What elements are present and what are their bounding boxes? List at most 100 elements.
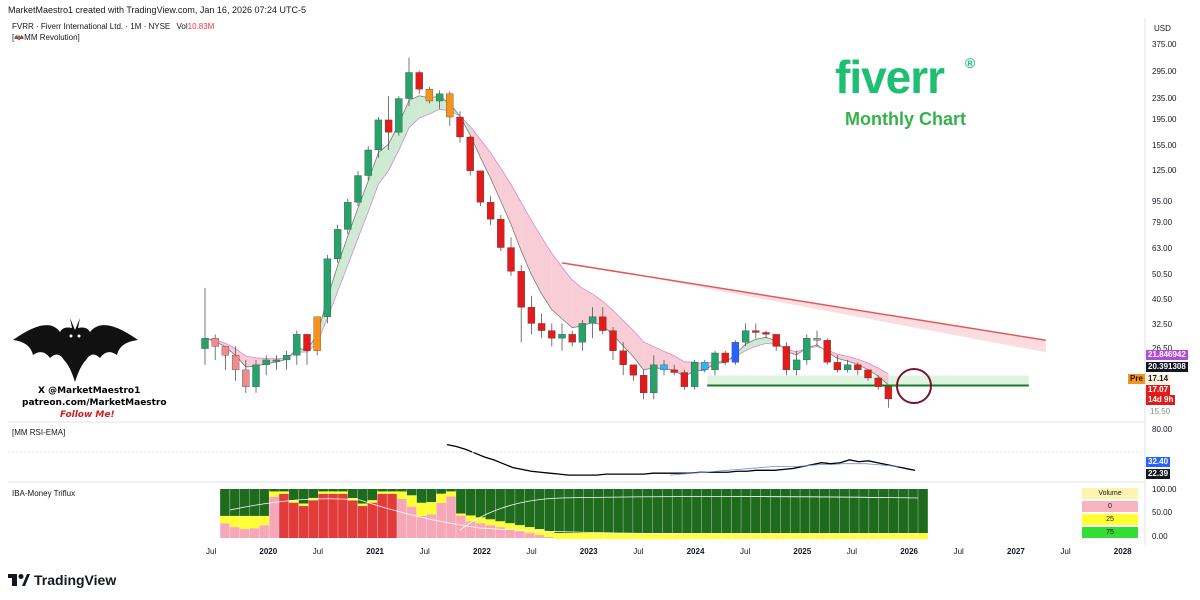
- indicator-legend[interactable]: [🦇MM Revolution]: [12, 33, 80, 42]
- symbol-legend[interactable]: FVRR · Fiverr International Ltd. · 1M · …: [12, 22, 214, 31]
- money-bar-mid: [593, 533, 604, 539]
- money-bar-mid: [809, 533, 820, 539]
- candle-body: [293, 334, 301, 356]
- money-bar-mid: [682, 533, 692, 539]
- highlight-circle: [896, 368, 932, 404]
- money-bar-mid: [220, 515, 230, 524]
- time-tick: Jul: [206, 547, 217, 556]
- candle-body: [833, 362, 842, 371]
- money-bar-strong: [505, 489, 515, 524]
- candle-body: [690, 362, 699, 387]
- watermark-follow: Follow Me!: [60, 410, 115, 420]
- money-bar-strong: [259, 489, 270, 516]
- money-bar-mid: [337, 491, 348, 494]
- money-bar-strong: [534, 489, 545, 530]
- money-pane-label[interactable]: IBA-Money Triflux: [12, 489, 76, 498]
- money-bar-strong: [377, 489, 388, 492]
- candle-body: [517, 271, 525, 308]
- rsi-pane-label[interactable]: [MM RSI-EMA]: [12, 428, 66, 437]
- ribbon-segment: [480, 139, 491, 179]
- ribbon-segment: [531, 220, 542, 294]
- ribbon-segment: [653, 346, 664, 369]
- candle-body: [466, 136, 474, 172]
- money-bar-weak: [446, 496, 456, 538]
- ribbon-segment: [511, 184, 522, 251]
- money-bar-mid: [505, 523, 515, 530]
- money-bar-strong: [485, 489, 496, 520]
- money-bar-strong: [613, 489, 624, 534]
- time-tick: Jul: [419, 547, 430, 556]
- money-bar-mid: [554, 533, 565, 539]
- money-bar-strong: [367, 489, 378, 501]
- candle-body: [843, 364, 852, 371]
- time-tick: Jul: [846, 547, 858, 556]
- candle-body: [456, 116, 464, 138]
- rsi-group: [8, 443, 1145, 476]
- money-bar-mid: [868, 533, 879, 539]
- pre-label-tag: Pre: [1128, 374, 1145, 384]
- money-bar-strong: [731, 489, 742, 534]
- money-bar-mid: [800, 533, 810, 539]
- money-bar-mid: [741, 533, 751, 539]
- rsi-tick-80: 80.00: [1152, 425, 1173, 434]
- money-bar-strong: [328, 489, 338, 492]
- candle-body: [231, 355, 240, 371]
- candle-body: [721, 352, 729, 363]
- money-bar-mid: [406, 495, 417, 507]
- money-bar-mid: [583, 533, 594, 539]
- candle-body: [415, 72, 423, 90]
- money-bar-mid: [465, 515, 476, 522]
- money-bar-mid: [888, 533, 899, 539]
- candle-body: [558, 334, 566, 339]
- price-tick: 50.50: [1152, 269, 1173, 279]
- money-bar-strong: [396, 489, 407, 492]
- ribbon-segment: [337, 236, 348, 292]
- money-bar-weak: [406, 506, 417, 538]
- candle-body: [588, 316, 597, 324]
- money-bar-weak: [328, 493, 338, 538]
- money-bar-mid: [839, 533, 850, 539]
- candle-body: [282, 355, 291, 361]
- money-bar-weak: [455, 515, 466, 538]
- money-bar-strong: [495, 489, 506, 522]
- money-bar-strong: [908, 489, 918, 534]
- money-bar-strong: [662, 489, 673, 534]
- money-bar-weak: [249, 528, 260, 538]
- money-bar-mid: [770, 533, 781, 539]
- money-bar-weak: [220, 523, 230, 538]
- candle-body: [537, 323, 546, 331]
- time-tick: Jul: [740, 547, 751, 556]
- time-tick: 2024: [686, 547, 705, 556]
- ribbon-segment: [388, 123, 399, 171]
- money-bar-strong: [514, 489, 525, 526]
- money-bar-mid: [672, 533, 683, 539]
- candle-body: [201, 338, 209, 349]
- ribbon-segment: [235, 348, 246, 367]
- candle-body: [864, 369, 872, 379]
- money-bar-mid: [918, 533, 928, 539]
- ribbon-segment: [398, 100, 409, 151]
- chart-subtitle: Monthly Chart: [845, 109, 966, 129]
- time-tick: Jul: [953, 547, 964, 556]
- time-tick: 2025: [793, 547, 812, 556]
- money-bar-mid: [711, 533, 722, 539]
- money-bar-weak: [337, 493, 348, 538]
- money-bar-mid: [298, 503, 309, 507]
- money-bar-strong: [790, 489, 801, 534]
- candle-body: [752, 330, 760, 333]
- candle-body: [823, 340, 831, 363]
- ribbon-segment: [368, 152, 379, 212]
- money-bar-strong: [878, 489, 889, 534]
- candle-body: [762, 332, 770, 335]
- money-bar-mid: [416, 502, 427, 517]
- rsi-value-2: 22.39: [1146, 469, 1171, 479]
- money-bar-strong: [741, 489, 751, 534]
- money-bar-mid: [514, 525, 525, 532]
- ribbon-segment: [633, 330, 644, 370]
- volume-value: 10.83M: [187, 22, 215, 31]
- tradingview-footer[interactable]: TradingView: [8, 572, 116, 588]
- money-bar-mid: [436, 493, 447, 503]
- candle-body: [660, 364, 668, 371]
- price-tick: 95.00: [1152, 197, 1173, 207]
